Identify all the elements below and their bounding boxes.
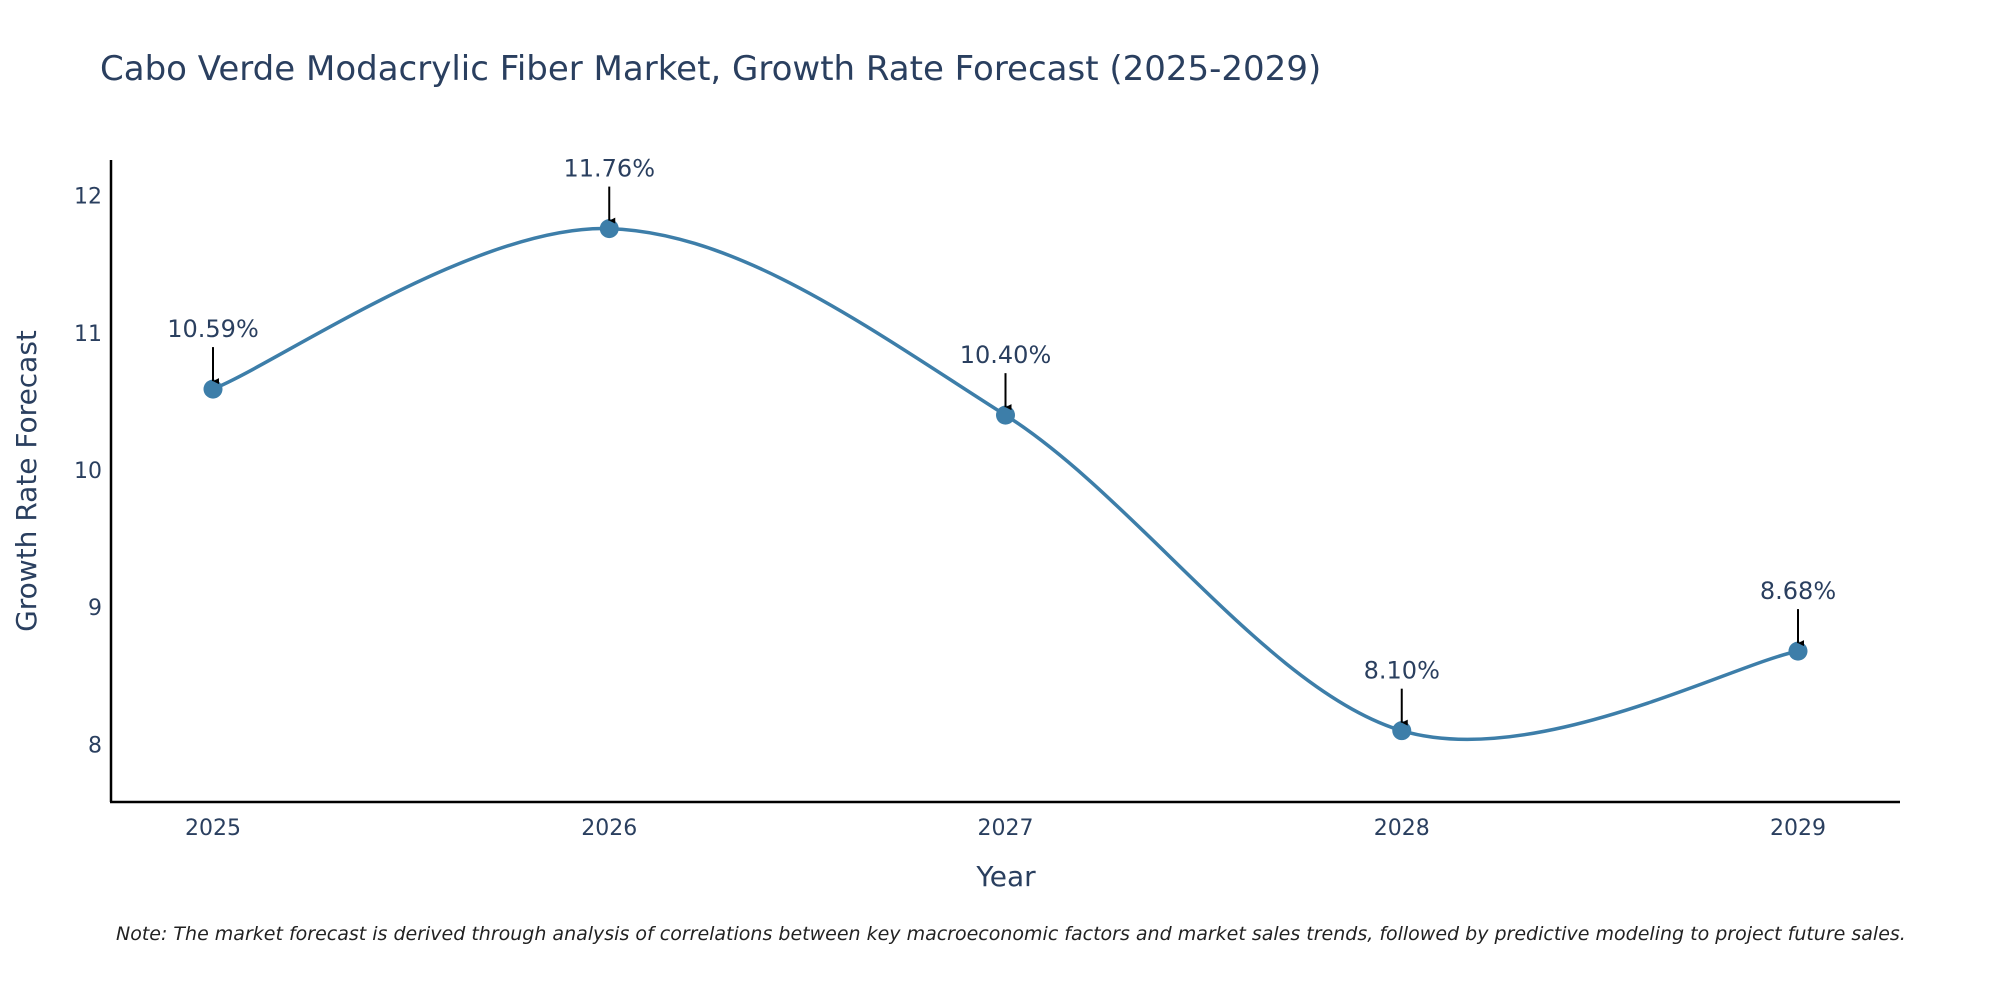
x-tick-label: 2025: [185, 816, 241, 841]
x-tick-label: 2028: [1374, 816, 1430, 841]
data-label: 11.76%: [563, 155, 655, 183]
x-tick-label: 2026: [581, 816, 637, 841]
chart-title: Cabo Verde Modacrylic Fiber Market, Grow…: [100, 49, 1321, 89]
x-axis-title: Year: [975, 860, 1036, 893]
x-tick-labels: 2025 2026 2027 2028 2029: [185, 816, 1826, 841]
data-label: 10.40%: [960, 341, 1052, 369]
data-point: [1788, 641, 1808, 661]
x-tick-label: 2027: [978, 816, 1034, 841]
data-point: [599, 219, 619, 239]
y-tick-label: 10: [74, 459, 102, 484]
y-tick-label: 11: [74, 322, 102, 347]
data-label: 8.10%: [1364, 657, 1440, 685]
data-annotations: 10.59% 11.76% 10.40% 8.10% 8.68%: [167, 155, 1836, 726]
data-point: [996, 405, 1015, 425]
axes: [109, 160, 1900, 804]
y-tick-label: 8: [88, 733, 102, 758]
y-axis-title: Growth Rate Forecast: [10, 330, 43, 632]
y-tick-label: 12: [74, 185, 102, 210]
data-label: 8.68%: [1760, 577, 1836, 605]
data-label: 10.59%: [167, 315, 259, 343]
series-line: [212, 226, 1799, 742]
y-tick-labels: 8 9 10 11 12: [74, 185, 102, 759]
footnote: Note: The market forecast is derived thr…: [116, 923, 1906, 945]
data-point: [1392, 721, 1412, 741]
y-tick-label: 9: [88, 596, 102, 621]
data-point: [203, 379, 223, 399]
x-tick-label: 2029: [1770, 816, 1826, 841]
data-points: [203, 219, 1808, 741]
